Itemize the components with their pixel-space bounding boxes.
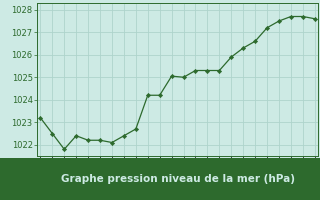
Text: Graphe pression niveau de la mer (hPa): Graphe pression niveau de la mer (hPa): [60, 174, 295, 184]
